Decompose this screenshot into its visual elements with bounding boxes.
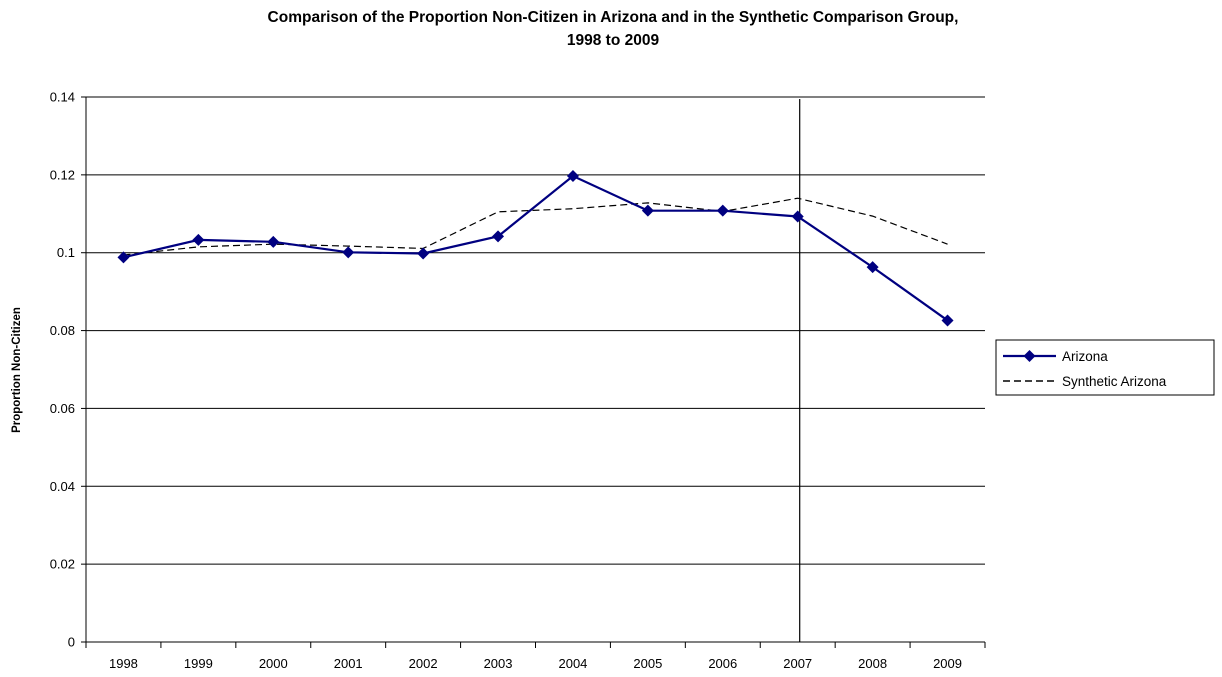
x-tick-label: 2002 [409,656,438,671]
series-group [117,170,954,327]
y-axis-ticks: 0 0.02 0.04 0.06 0.08 0.1 0.12 0.14 [50,90,86,650]
data-point-arizona [342,246,355,259]
x-tick-label: 2000 [259,656,288,671]
y-tick-label: 0 [68,635,75,650]
series-line-synthetic-arizona [123,197,948,256]
x-tick-label: 2005 [633,656,662,671]
x-tick-label: 2007 [783,656,812,671]
axes [85,97,985,643]
y-tick-label: 0.08 [50,323,75,338]
data-point-arizona [641,204,654,217]
x-tick-label: 2008 [858,656,887,671]
chart-title-line1: Comparison of the Proportion Non-Citizen… [268,9,959,26]
data-point-arizona [941,314,954,327]
data-point-arizona [566,170,579,183]
y-tick-label: 0.14 [50,90,75,105]
gridlines [86,96,985,565]
data-point-arizona [267,235,280,248]
x-tick-label: 2001 [334,656,363,671]
legend-box [995,339,1215,396]
y-axis-label: Proportion Non-Citizen [11,307,23,433]
x-axis-ticks: 1998 1999 2000 2001 2002 2003 2004 2005 2006 2007… [85,642,986,671]
data-point-arizona [492,230,505,243]
x-tick-label: 1999 [184,656,213,671]
legend-label-arizona: Arizona [1062,349,1108,364]
data-point-arizona [716,204,729,217]
legend-label-synthetic-arizona: Synthetic Arizona [1062,374,1167,389]
y-tick-label: 0.02 [50,557,75,572]
data-point-arizona [866,261,879,274]
x-tick-label: 2003 [484,656,513,671]
x-tick-label: 2009 [933,656,962,671]
data-point-arizona [417,247,430,260]
legend: Arizona Synthetic Arizona [995,339,1215,396]
data-point-arizona [117,251,130,264]
chart-title-line2: 1998 to 2009 [567,32,660,49]
y-tick-label: 0.1 [57,245,75,260]
y-tick-label: 0.12 [50,167,75,182]
x-tick-label: 2004 [558,656,587,671]
x-tick-label: 1998 [109,656,138,671]
y-tick-label: 0.04 [50,479,75,494]
data-point-arizona [192,233,205,246]
x-tick-label: 2006 [708,656,737,671]
y-tick-label: 0.06 [50,401,75,416]
series-line-arizona [123,174,949,322]
data-point-arizona [791,210,804,223]
legend-marker-arizona [1023,350,1036,362]
